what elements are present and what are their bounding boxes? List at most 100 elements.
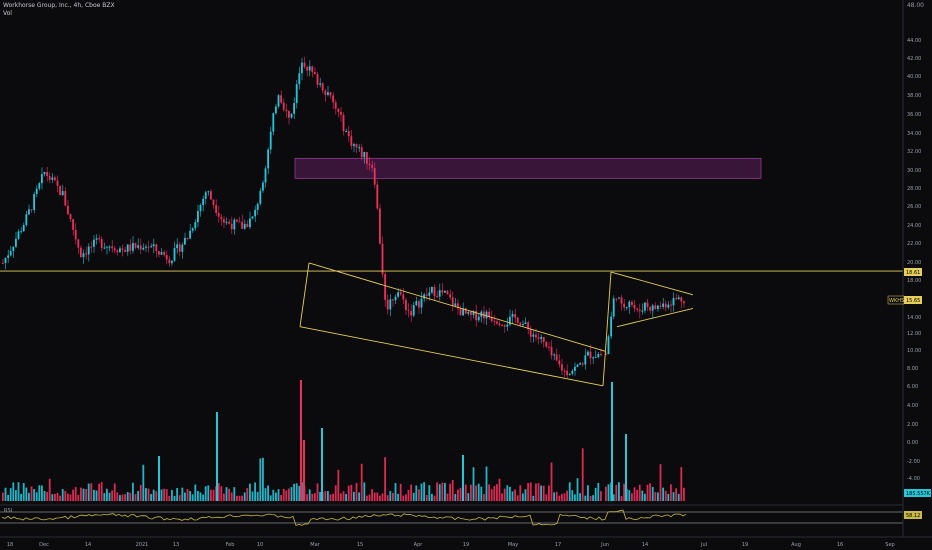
volume-bar: [641, 490, 644, 501]
volume-bar: [605, 486, 607, 501]
volume-bar: [490, 489, 493, 501]
candle-body: [402, 294, 405, 300]
volume-spike: [611, 382, 613, 501]
supply-zone[interactable]: [294, 157, 762, 179]
candle-body: [615, 298, 618, 300]
volume-bar: [93, 489, 95, 501]
volume-spike: [462, 455, 464, 501]
volume-bar: [207, 485, 210, 501]
candle-body: [633, 304, 636, 309]
volume-bar: [306, 494, 309, 501]
candle-body: [428, 292, 431, 296]
x-tick-label: Dec: [39, 542, 49, 548]
candle-body: [329, 92, 332, 96]
volume-bar: [59, 495, 62, 501]
volume-bar: [17, 482, 20, 501]
candle-body: [373, 167, 376, 185]
candle-body: [272, 113, 275, 132]
volume-bar: [152, 489, 155, 501]
candle-body: [290, 113, 293, 118]
volume-bar: [459, 487, 462, 501]
volume-bar: [7, 494, 10, 501]
volume-bar: [132, 482, 134, 501]
volume-bar: [618, 482, 620, 501]
candle-body: [654, 305, 657, 310]
candle-body: [527, 322, 530, 330]
candle-body: [158, 251, 160, 255]
candle-body: [87, 246, 90, 255]
x-tick-label: 16: [837, 542, 843, 548]
volume-bar: [433, 495, 436, 501]
volume-bar: [100, 482, 103, 501]
candle-body: [220, 216, 223, 220]
candle-body: [251, 216, 254, 219]
volume-bar: [204, 486, 207, 501]
volume-bar: [184, 492, 186, 501]
volume-bar: [285, 490, 288, 501]
volume-bar: [316, 483, 319, 501]
volume-bar: [423, 482, 426, 501]
x-tick-label: 17: [555, 542, 561, 548]
candle-body: [4, 257, 7, 264]
candle-body: [238, 221, 241, 223]
candle-body: [173, 248, 176, 261]
candle-body: [212, 199, 215, 206]
volume-bar: [498, 478, 501, 501]
candle-body: [236, 219, 238, 222]
volume-bar: [394, 483, 397, 501]
volume-bar: [267, 485, 270, 501]
volume-bar: [87, 483, 90, 501]
volume-bar: [376, 492, 379, 501]
trendline: [616, 308, 694, 328]
volume-bar: [246, 488, 249, 501]
candle-body: [605, 353, 607, 355]
volume-bar: [90, 483, 93, 501]
candle-body: [449, 294, 452, 298]
volume-bar: [368, 494, 371, 501]
candle-body: [576, 364, 579, 367]
volume-bar: [410, 484, 413, 501]
candle-body: [592, 357, 595, 359]
volume-bar: [129, 492, 132, 501]
candle-body: [56, 180, 59, 186]
candle-body: [561, 364, 563, 371]
candle-body: [475, 310, 478, 321]
candle-body: [444, 290, 446, 293]
x-tick-label: 19: [742, 542, 748, 548]
candle-body: [210, 191, 212, 200]
candle-body: [631, 301, 633, 305]
candle-body: [522, 324, 524, 326]
volume-bar: [293, 483, 296, 501]
volume-bar: [620, 495, 623, 501]
volume-bar: [561, 494, 563, 501]
volume-bar: [22, 483, 25, 501]
candle-body: [345, 131, 348, 133]
candle-body: [386, 299, 389, 310]
volume-bar: [329, 494, 332, 501]
volume-bar: [176, 488, 179, 501]
candle-body: [134, 243, 137, 248]
candle-body: [540, 336, 543, 339]
volume-bar: [612, 494, 615, 501]
candle-body: [620, 297, 623, 304]
trendline: [602, 272, 612, 386]
candle-body: [82, 253, 85, 258]
candle-body: [511, 314, 514, 317]
candle-body: [548, 346, 550, 348]
x-tick-label: 19: [463, 542, 469, 548]
candle-body: [168, 259, 171, 264]
candle-body: [454, 303, 457, 306]
x-tick-label: Jun: [600, 542, 609, 548]
candle-body: [667, 304, 670, 308]
volume-bar: [77, 494, 80, 501]
candle-body: [563, 370, 566, 372]
candle-body: [269, 131, 272, 150]
candle-body: [243, 223, 246, 229]
volume-bar: [594, 487, 597, 501]
candle-body: [241, 221, 244, 229]
volume-spike: [158, 456, 160, 501]
volume-bar: [657, 492, 659, 501]
volume-bar: [337, 469, 340, 501]
volume-bar: [142, 464, 145, 501]
